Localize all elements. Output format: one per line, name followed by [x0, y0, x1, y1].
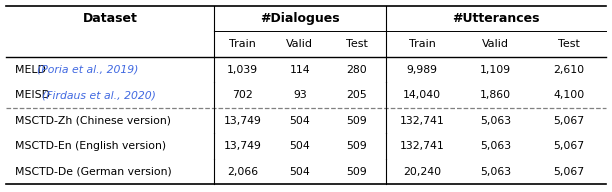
Text: 702: 702 [233, 90, 253, 100]
Text: MSCTD-De (German version): MSCTD-De (German version) [15, 167, 172, 177]
Text: 5,063: 5,063 [480, 116, 511, 126]
Text: 504: 504 [289, 167, 310, 177]
Text: #Utterances: #Utterances [452, 12, 539, 25]
Text: Dataset: Dataset [83, 12, 138, 25]
Text: 5,067: 5,067 [554, 167, 584, 177]
Text: 2,066: 2,066 [227, 167, 258, 177]
Text: 1,039: 1,039 [227, 65, 258, 74]
Text: (Firdaus et al., 2020): (Firdaus et al., 2020) [42, 90, 155, 100]
Text: Train: Train [230, 39, 256, 49]
Text: 93: 93 [293, 90, 307, 100]
Text: MEISD: MEISD [15, 90, 54, 100]
Text: Valid: Valid [286, 39, 313, 49]
Text: Test: Test [558, 39, 580, 49]
Text: 5,063: 5,063 [480, 167, 511, 177]
Text: 20,240: 20,240 [403, 167, 441, 177]
Text: 1,860: 1,860 [480, 90, 511, 100]
Text: 13,749: 13,749 [224, 141, 262, 151]
Text: Test: Test [346, 39, 368, 49]
Text: Train: Train [409, 39, 436, 49]
Text: 205: 205 [346, 90, 367, 100]
Text: 280: 280 [346, 65, 367, 74]
Text: 9,989: 9,989 [407, 65, 438, 74]
Text: 509: 509 [346, 116, 367, 126]
Text: 114: 114 [289, 65, 310, 74]
Text: 4,100: 4,100 [553, 90, 585, 100]
Text: 5,067: 5,067 [554, 141, 584, 151]
Text: 13,749: 13,749 [224, 116, 262, 126]
Text: 2,610: 2,610 [554, 65, 584, 74]
Text: MSCTD-En (English version): MSCTD-En (English version) [15, 141, 166, 151]
Text: Valid: Valid [482, 39, 509, 49]
Text: 504: 504 [289, 141, 310, 151]
Text: 504: 504 [289, 116, 310, 126]
Text: (Poria et al., 2019): (Poria et al., 2019) [37, 65, 139, 74]
Text: 1,109: 1,109 [480, 65, 511, 74]
Text: 509: 509 [346, 167, 367, 177]
Text: 132,741: 132,741 [400, 116, 445, 126]
Text: 14,040: 14,040 [403, 90, 441, 100]
Text: 509: 509 [346, 141, 367, 151]
Text: MELD: MELD [15, 65, 50, 74]
Text: 5,063: 5,063 [480, 141, 511, 151]
Text: 5,067: 5,067 [554, 116, 584, 126]
Text: MSCTD-Zh (Chinese version): MSCTD-Zh (Chinese version) [15, 116, 171, 126]
Text: #Dialogues: #Dialogues [260, 12, 340, 25]
Text: 132,741: 132,741 [400, 141, 445, 151]
